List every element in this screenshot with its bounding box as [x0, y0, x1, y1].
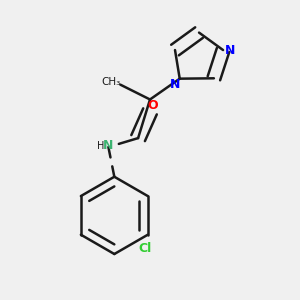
- Text: O: O: [148, 99, 158, 112]
- Text: Cl: Cl: [138, 242, 152, 255]
- Text: H: H: [97, 140, 105, 151]
- Text: CH₃: CH₃: [102, 76, 121, 87]
- Text: N: N: [103, 139, 114, 152]
- Text: N: N: [170, 78, 181, 91]
- Text: N: N: [225, 44, 236, 57]
